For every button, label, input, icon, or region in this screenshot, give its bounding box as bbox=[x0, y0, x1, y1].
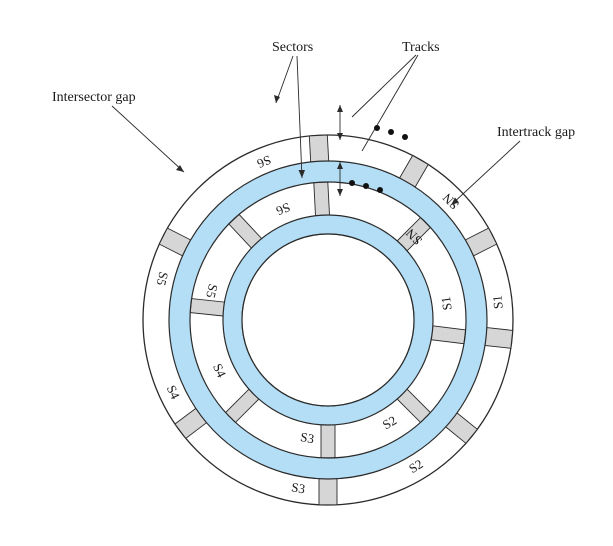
inner-sector-label-3: S3 bbox=[299, 429, 315, 446]
inner-dot-1 bbox=[349, 180, 355, 186]
inner-sector-label-1: S1 bbox=[438, 296, 455, 312]
inner-intersector-gap-3 bbox=[430, 325, 467, 345]
more-sectors-dots bbox=[349, 125, 408, 193]
outer-sector-label-2: S2 bbox=[406, 456, 425, 476]
outer-sector-label-5: S5 bbox=[154, 270, 172, 287]
inner-intersector-gap-5 bbox=[320, 424, 336, 459]
tracks-callout: Tracks bbox=[402, 40, 440, 55]
intersector-gap-arrowhead bbox=[176, 165, 184, 172]
intertrack-gap-band bbox=[168, 160, 488, 480]
outer-sector-label-3: S3 bbox=[290, 479, 306, 496]
outer-sector-label-4: S4 bbox=[164, 383, 184, 402]
outer-sector-label-1: S1 bbox=[489, 295, 505, 310]
intersector-gap-callout: Intersector gap bbox=[52, 90, 136, 105]
inner-dot-2 bbox=[363, 183, 369, 189]
sectors-leader-1 bbox=[275, 55, 294, 104]
inner-sector-label-6: S6 bbox=[274, 200, 293, 219]
outer-dot-1 bbox=[374, 125, 380, 131]
disk-hub bbox=[241, 233, 415, 407]
track-width-arrowhead-top-outer bbox=[337, 105, 343, 112]
inner-dot-3 bbox=[377, 187, 383, 193]
sectors-leader-2 bbox=[296, 55, 303, 179]
track-width-arrowhead-bottom-inner bbox=[337, 189, 343, 196]
outer-intersector-gap-1 bbox=[308, 134, 330, 163]
track-width-arrowhead-top-inner bbox=[337, 162, 343, 169]
inner-intersector-gap-7 bbox=[189, 298, 225, 317]
outer-intersector-gap-4 bbox=[484, 327, 514, 349]
tracks-leader-2 bbox=[361, 54, 419, 152]
sectors-arrowhead-1 bbox=[274, 95, 280, 103]
intertrack-gap-leader bbox=[450, 140, 521, 206]
outer-sector-label-6: S6 bbox=[255, 152, 274, 171]
outer-intersector-gap-6 bbox=[318, 478, 338, 506]
intertrack-gap-arrowhead bbox=[451, 197, 459, 205]
callout-leaders bbox=[111, 54, 521, 206]
inner-sector-label-5: S5 bbox=[203, 283, 221, 300]
sectors-arrowhead-2 bbox=[298, 170, 305, 178]
outer-dot-3 bbox=[402, 134, 408, 140]
inner-sector-label-2: S2 bbox=[380, 412, 399, 432]
intersector-gap-leader bbox=[111, 105, 185, 173]
inner-intersector-gap-1 bbox=[313, 181, 330, 217]
track-width-arrowhead-bottom-outer bbox=[337, 133, 343, 140]
tracks-leader-1 bbox=[351, 54, 417, 118]
outer-dot-2 bbox=[388, 129, 394, 135]
sectors-callout: Sectors bbox=[272, 40, 313, 55]
inner-sector-label-4: S4 bbox=[210, 361, 230, 380]
intertrack-gap-callout: Intertrack gap bbox=[497, 125, 575, 140]
